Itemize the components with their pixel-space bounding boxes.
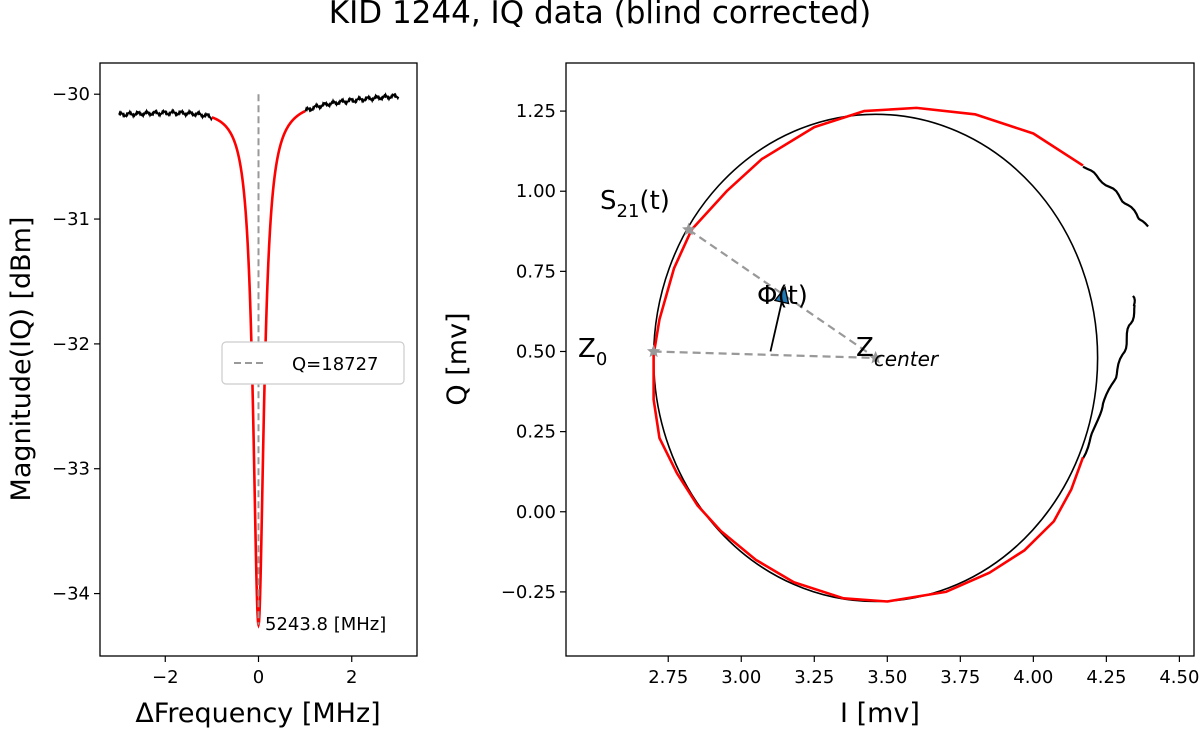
x-tick-label: 4.50	[1159, 667, 1199, 688]
data-line-left	[118, 108, 213, 122]
iq-data-lower	[1082, 295, 1136, 459]
y-tick-label: −33	[52, 459, 90, 480]
iq-plot-area: S21(t) Z0 Zcenter Φ(t)	[578, 106, 1149, 603]
x-tick-label: 4.25	[1086, 667, 1126, 688]
y-tick-label: 1.00	[516, 181, 556, 202]
legend-label: Q=18727	[292, 354, 379, 375]
magnitude-y-axis-label: Magnitude(IQ) [dBm]	[6, 217, 37, 502]
y-tick-label: 0.50	[516, 341, 556, 362]
x-tick-label: 3.25	[794, 667, 834, 688]
iq-axes-frame	[565, 62, 1195, 657]
legend-box	[221, 341, 405, 385]
zcenter-label: Zcenter	[856, 333, 940, 371]
iq-x-axis-label: I [mv]	[840, 698, 920, 729]
x-tick-label: 2	[346, 667, 357, 688]
phase-arrow-shaft	[769, 301, 783, 352]
s21-radius-line	[688, 228, 877, 359]
y-tick-label: 0.75	[516, 261, 556, 282]
data-line-right	[304, 92, 400, 113]
x-tick-label: 3.75	[940, 667, 980, 688]
z0-label: Z0	[578, 334, 607, 370]
magnitude-x-axis-label: ΔFrequency [MHz]	[135, 698, 380, 729]
y-tick-label: 0.00	[516, 502, 556, 523]
iq-panel: S21(t) Z0 Zcenter Φ(t) 2.75 3.00 3.25 3.50 3.75…	[442, 62, 1200, 729]
y-tick-label: 1.25	[516, 101, 556, 122]
x-tick-label: 3.00	[721, 667, 761, 688]
s21-label: S21(t)	[600, 186, 670, 222]
z0-radius-line	[653, 350, 876, 359]
resonance-frequency-label: 5243.8 [MHz]	[265, 614, 386, 635]
y-tick-label: −0.25	[501, 582, 556, 603]
x-tick-label: 0	[253, 667, 264, 688]
phase-arrow-head	[773, 285, 790, 305]
y-tick-label: −32	[52, 334, 90, 355]
fit-line	[211, 109, 306, 629]
point-z0-marker	[646, 344, 661, 358]
iq-y-axis-label: Q [mv]	[442, 312, 473, 405]
magnitude-panel: −2 0 2 −34 −33 −32 −31 −30 Q=18727 5243.8 [MHz]…	[6, 62, 418, 729]
magnitude-ticks: −2 0 2 −34 −33 −32 −31 −30	[52, 84, 357, 688]
iq-fit-curve	[652, 106, 1085, 603]
figure-title: KID 1244, IQ data (blind corrected)	[329, 0, 871, 31]
iq-ticks: 2.75 3.00 3.25 3.50 3.75 4.00 4.25 4.50 −0.25 0.0…	[501, 101, 1200, 688]
point-zcenter-marker	[868, 350, 883, 364]
y-tick-label: −34	[52, 584, 90, 605]
y-tick-label: −31	[52, 209, 90, 230]
phi-label: Φ(t)	[757, 281, 808, 311]
x-tick-label: 4.00	[1013, 667, 1053, 688]
x-tick-label: 3.50	[867, 667, 907, 688]
y-tick-label: 0.25	[516, 422, 556, 443]
magnitude-legend: Q=18727	[221, 341, 405, 385]
x-tick-label: −2	[152, 667, 179, 688]
point-s21-marker	[682, 222, 696, 236]
x-tick-label: 2.75	[648, 667, 688, 688]
iq-data-upper	[1082, 165, 1149, 228]
y-tick-label: −30	[52, 84, 90, 105]
